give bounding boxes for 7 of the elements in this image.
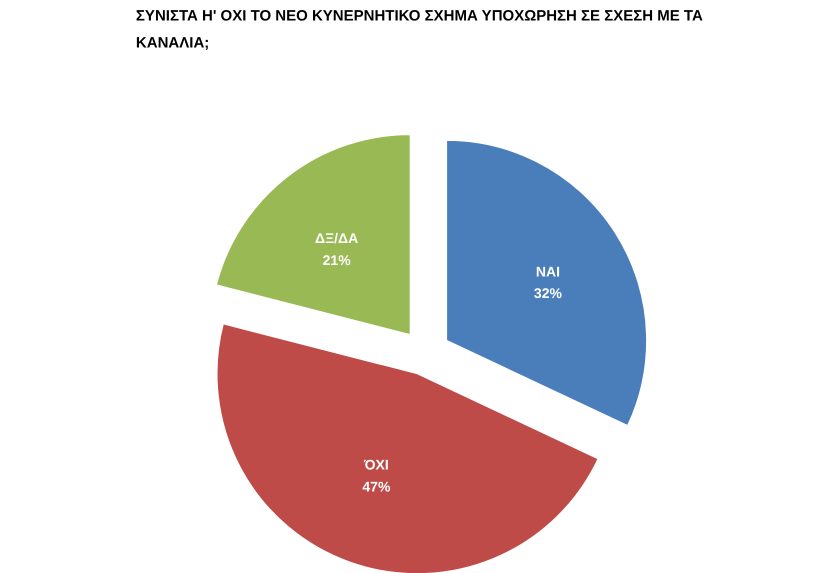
data-label: 32% [534,285,562,302]
slice-label: ΝΑΙ [536,264,560,280]
slice-label: ΔΞ/ΔΑ [315,230,358,246]
chart-title: ΣΥΝΙΣΤΑ Η' ΟΧΙ ΤΟ ΝΕΟ ΚΥΝΕΡΝΗΤΙΚΟ ΣΧΗΜΑ ΥΠΟΧΩΡΗΣΗ ΣΕ ΣΧΕΣΗ ΜΕ ΤΑ ΚΑΝΑΛΙΑ; [136,7,703,52]
data-label: 21% [322,252,352,268]
data-label: 47% [362,478,391,494]
slice-label: ΌΧΙ [362,456,389,473]
